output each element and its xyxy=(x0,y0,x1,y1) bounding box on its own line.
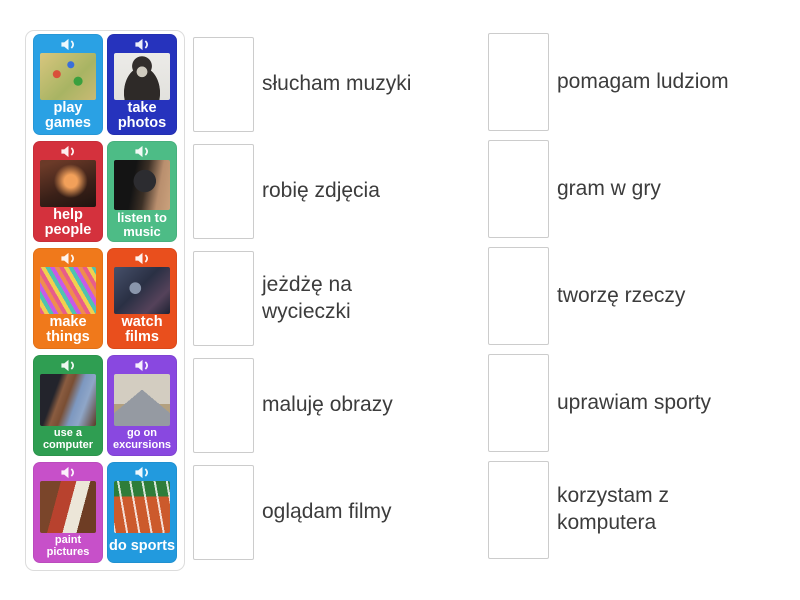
tile-do-sports[interactable]: do sports xyxy=(107,462,177,563)
tile-label: use a computer xyxy=(42,427,94,451)
drop-zone-middle-3[interactable] xyxy=(193,251,254,346)
speaker-icon[interactable] xyxy=(134,359,151,372)
tile-listen-to-music[interactable]: listen to music xyxy=(107,141,177,242)
answer-row: oglądam filmy xyxy=(193,465,434,560)
speaker-icon[interactable] xyxy=(134,466,151,479)
tile-paint-pictures[interactable]: paint pictures xyxy=(33,462,103,563)
tile-label: help people xyxy=(44,206,92,239)
answer-row: maluję obrazy xyxy=(193,358,434,453)
drop-zone-middle-1[interactable] xyxy=(193,37,254,132)
tile-photo xyxy=(40,374,96,426)
answer-row: jeżdżę na wycieczki xyxy=(193,251,434,346)
answer-row: uprawiam sporty xyxy=(488,354,729,452)
tile-photo xyxy=(40,160,96,207)
speaker-icon[interactable] xyxy=(60,359,77,372)
tile-photo xyxy=(114,267,170,314)
tile-label: play games xyxy=(45,99,91,132)
answer-text: korzystam z komputera xyxy=(557,484,670,534)
speaker-icon[interactable] xyxy=(60,466,77,479)
tile-label: go on excursions xyxy=(112,427,172,451)
answer-row: tworzę rzeczy xyxy=(488,247,729,345)
drop-zone-right-4[interactable] xyxy=(488,354,549,452)
drop-zone-right-2[interactable] xyxy=(488,140,549,238)
answers-column-right: pomagam ludziom gram w gry tworzę rzeczy… xyxy=(488,33,729,568)
speaker-icon[interactable] xyxy=(60,252,77,265)
tile-photo xyxy=(40,267,96,314)
tile-photo xyxy=(114,481,170,533)
tile-label: listen to music xyxy=(117,209,167,239)
tile-go-on-excursions[interactable]: go on excursions xyxy=(107,355,177,456)
drop-zone-right-3[interactable] xyxy=(488,247,549,345)
answer-row: gram w gry xyxy=(488,140,729,238)
tile-label: take photos xyxy=(117,99,167,132)
drop-zone-middle-2[interactable] xyxy=(193,144,254,239)
answer-text: uprawiam sporty xyxy=(557,390,712,414)
tile-photo xyxy=(114,374,170,426)
answer-text: słucham muzyki xyxy=(262,72,412,96)
answers-column-middle: słucham muzyki robię zdjęcia jeżdżę na w… xyxy=(193,37,434,572)
tile-make-things[interactable]: make things xyxy=(33,248,103,349)
tile-help-people[interactable]: help people xyxy=(33,141,103,242)
answer-text: gram w gry xyxy=(557,176,661,200)
answer-text: tworzę rzeczy xyxy=(557,283,686,307)
answer-text: maluję obrazy xyxy=(262,393,393,417)
answer-text: pomagam ludziom xyxy=(557,69,729,93)
answer-row: słucham muzyki xyxy=(193,37,434,132)
answer-text: jeżdżę na wycieczki xyxy=(262,272,352,323)
tile-photo xyxy=(40,481,96,533)
speaker-icon[interactable] xyxy=(134,38,151,51)
answer-text: robię zdjęcia xyxy=(262,179,380,203)
answer-text: oglądam filmy xyxy=(262,500,392,524)
tile-photo xyxy=(114,160,170,210)
tile-label: watch films xyxy=(121,313,163,346)
drop-zone-middle-5[interactable] xyxy=(193,465,254,560)
tiles-panel: play games take photos help people liste… xyxy=(25,30,185,571)
speaker-icon[interactable] xyxy=(134,252,151,265)
speaker-icon[interactable] xyxy=(134,145,151,158)
answer-row: pomagam ludziom xyxy=(488,33,729,131)
drop-zone-middle-4[interactable] xyxy=(193,358,254,453)
drop-zone-right-5[interactable] xyxy=(488,461,549,559)
tile-label: do sports xyxy=(108,538,176,555)
tile-label: paint pictures xyxy=(46,534,90,558)
drop-zone-right-1[interactable] xyxy=(488,33,549,131)
speaker-icon[interactable] xyxy=(60,145,77,158)
tile-take-photos[interactable]: take photos xyxy=(107,34,177,135)
answer-row: robię zdjęcia xyxy=(193,144,434,239)
tile-photo xyxy=(40,53,96,100)
answer-row: korzystam z komputera xyxy=(488,461,729,559)
tile-label: make things xyxy=(46,313,90,346)
tile-watch-films[interactable]: watch films xyxy=(107,248,177,349)
tile-use-a-computer[interactable]: use a computer xyxy=(33,355,103,456)
speaker-icon[interactable] xyxy=(60,38,77,51)
tile-play-games[interactable]: play games xyxy=(33,34,103,135)
tile-photo xyxy=(114,53,170,100)
